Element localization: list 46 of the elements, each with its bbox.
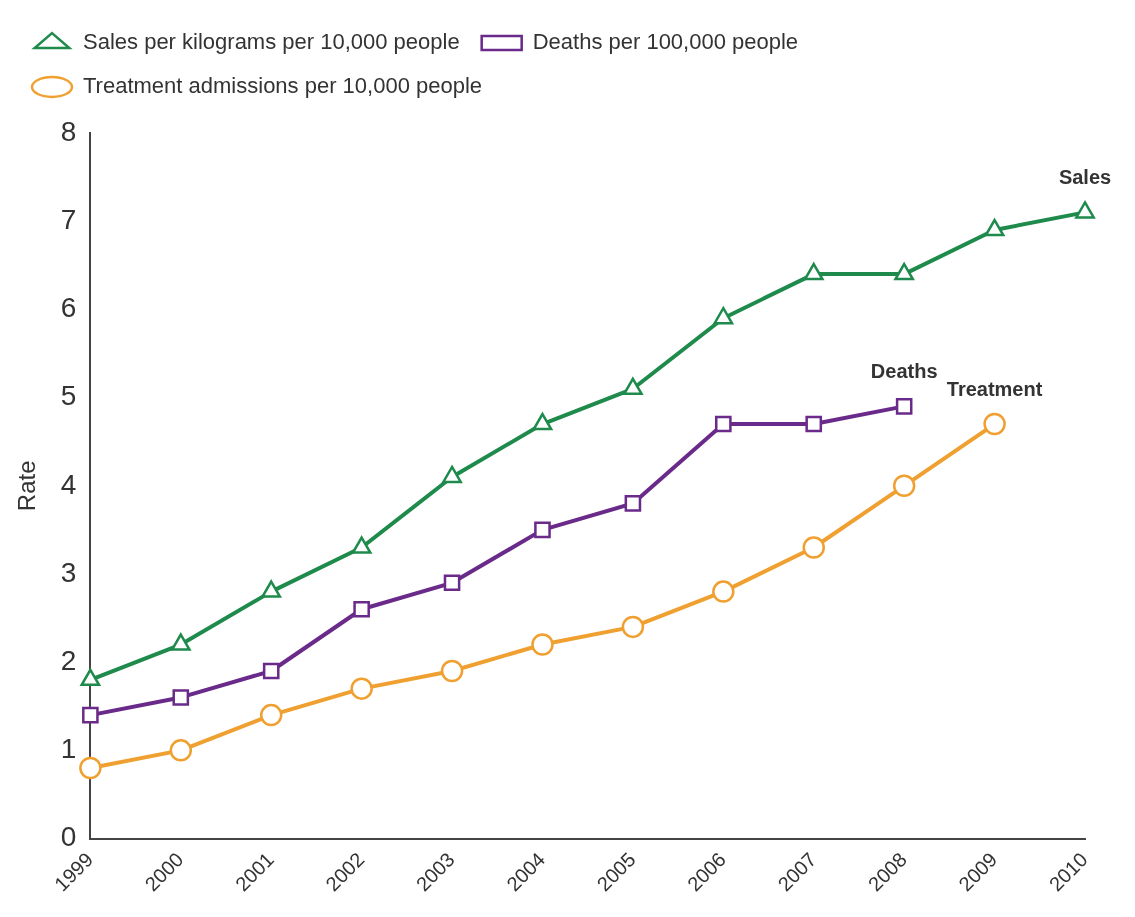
point [803, 262, 824, 281]
annotation: Sales [1058, 165, 1112, 188]
point [715, 415, 732, 433]
y-tick-label: 1 [60, 733, 77, 765]
y-tick-label: 0 [60, 821, 77, 853]
point [983, 412, 1006, 436]
legend-label: Sales per kilograms per 10,000 people [83, 29, 460, 55]
point [1075, 201, 1095, 219]
y-tick-label: 8 [60, 115, 77, 147]
point [984, 218, 1005, 237]
point [532, 412, 553, 431]
y-tick-label: 5 [60, 380, 77, 412]
annotation: Deaths [870, 359, 938, 382]
point [534, 521, 551, 539]
point [443, 574, 461, 592]
point [802, 536, 825, 559]
point [353, 600, 370, 618]
point [622, 377, 643, 396]
point [169, 739, 193, 762]
annotation: Treatment [946, 377, 1043, 400]
point [440, 659, 464, 683]
y-tick-label: 3 [60, 556, 77, 588]
legend-label: Treatment admissions per 10,000 people [83, 73, 483, 99]
point [712, 580, 735, 603]
legend-label: Deaths per 100,000 people [532, 29, 799, 55]
point [259, 703, 283, 727]
point [895, 398, 913, 415]
point [351, 536, 372, 554]
y-tick-label: 7 [60, 203, 77, 235]
point [892, 474, 916, 498]
point [82, 706, 99, 724]
y-tick-label: 6 [60, 292, 77, 324]
point [713, 306, 734, 325]
point [350, 677, 373, 700]
point [805, 415, 823, 433]
point [262, 662, 280, 680]
point [894, 262, 915, 281]
point [442, 465, 462, 484]
y-axis-title: Rate [13, 460, 41, 512]
y-tick-label: 2 [60, 644, 77, 676]
point [531, 633, 554, 656]
y-tick-label: 4 [60, 468, 77, 500]
point [621, 615, 645, 639]
point [172, 689, 190, 706]
point [624, 495, 642, 512]
point [79, 756, 102, 780]
